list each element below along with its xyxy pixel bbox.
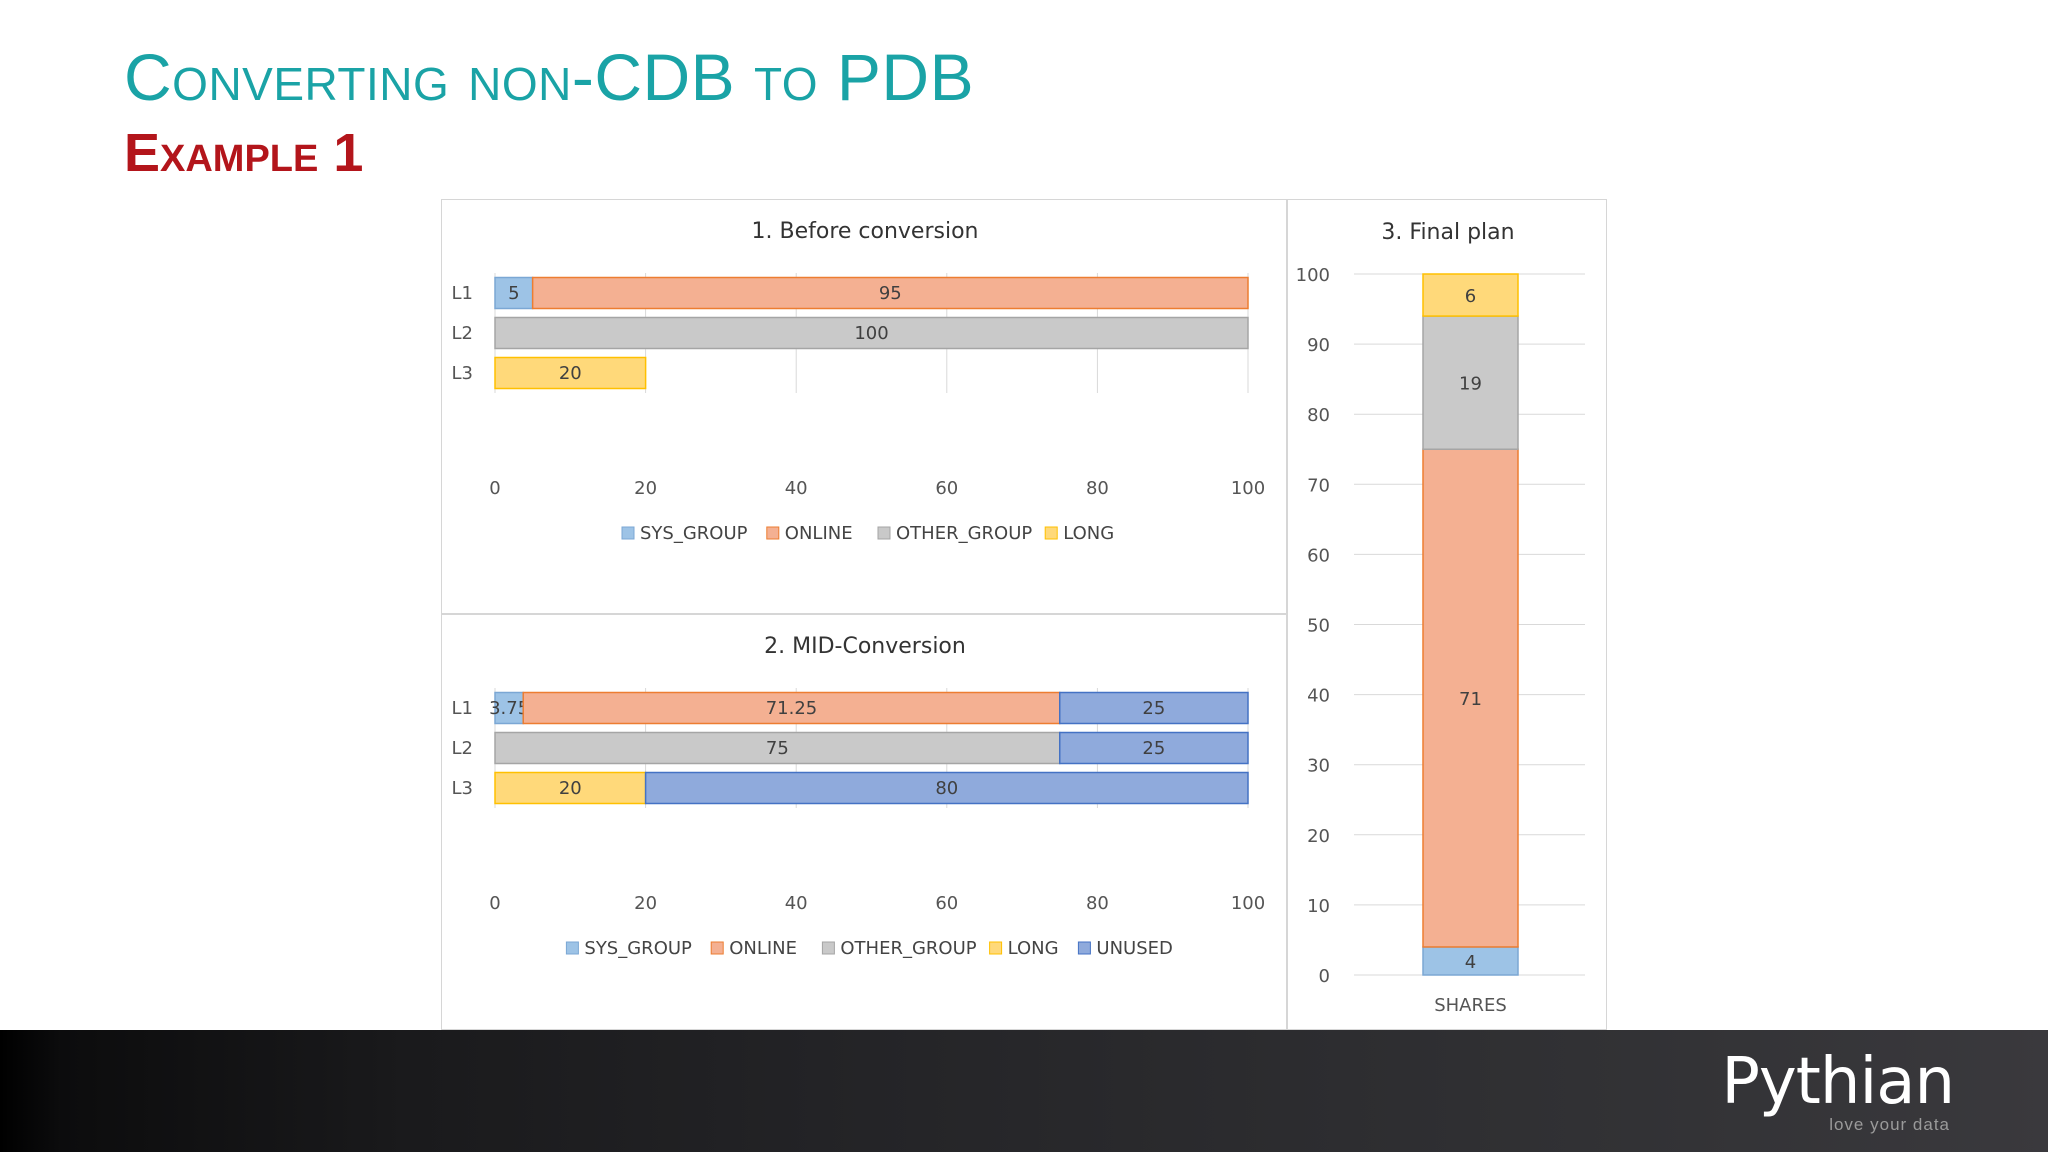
data-label: 71.25 [766, 698, 818, 719]
data-label: 20 [559, 363, 582, 384]
y-tick-label: 50 [1307, 616, 1330, 637]
y-tick-label: 80 [1307, 405, 1330, 426]
chart-mid-conversion-svg: 2. MID-Conversion 0 20 40 60 80 100 L1 3.75 71.25… [452, 634, 1266, 959]
legend-swatch-long [989, 941, 1003, 955]
data-label: 71 [1459, 689, 1482, 710]
bar-l1-sys-group [494, 691, 524, 725]
x-tick-label: 60 [935, 893, 958, 914]
bar-l2-unused [1059, 731, 1249, 765]
legend-swatch-other-group [821, 941, 835, 955]
y-tick-label: 30 [1307, 756, 1330, 777]
chart-final-plan-svg: 3. Final plan 0 10 20 30 40 50 60 70 80 90 100 SHARE… [1296, 220, 1585, 1016]
category-label-shares: SHARES [1434, 995, 1507, 1016]
bar-shares-other-group [1422, 315, 1519, 450]
bar-shares-online [1422, 448, 1519, 948]
bar-l3-long [494, 356, 647, 390]
chart-title: 2. MID-Conversion [764, 634, 966, 659]
legend-item-sys-group: SYS_GROUP [640, 523, 748, 544]
legend-item-long: LONG [1063, 523, 1114, 544]
x-tick-label: 0 [489, 893, 500, 914]
slide-title: Converting non-CDB to PDB [124, 40, 975, 114]
data-label: 20 [559, 778, 582, 799]
data-label: 100 [854, 323, 888, 344]
category-label-l3: L3 [452, 778, 473, 799]
logo-name: Pythian [1721, 1045, 1955, 1119]
legend-swatch-long [1044, 526, 1058, 540]
x-tick-label: 80 [1086, 478, 1109, 499]
y-tick-label: 40 [1307, 686, 1330, 707]
x-tick-label: 60 [935, 478, 958, 499]
category-label-l2: L2 [452, 323, 473, 344]
bar-l1-unused [1059, 691, 1249, 725]
legend-swatch-online [710, 941, 724, 955]
footer-bar: Pythian love your data [0, 1030, 2048, 1152]
legend-item-long: LONG [1008, 938, 1059, 959]
data-label: 4 [1465, 952, 1476, 973]
data-label: 75 [766, 738, 789, 759]
data-label: 95 [879, 283, 902, 304]
bar-l1-online [531, 276, 1249, 310]
x-tick-label: 0 [489, 478, 500, 499]
bar-l3-unused [644, 771, 1249, 805]
data-label: 25 [1142, 698, 1165, 719]
y-tick-label: 100 [1296, 265, 1330, 286]
pythian-logo: Pythian love your data [1721, 1045, 1955, 1134]
x-tick-label: 100 [1231, 478, 1265, 499]
legend-item-other-group: OTHER_GROUP [840, 938, 976, 959]
legend-swatch-other-group [877, 526, 891, 540]
legend-item-other-group: OTHER_GROUP [896, 523, 1032, 544]
y-tick-label: 10 [1307, 896, 1330, 917]
data-label: 25 [1142, 738, 1165, 759]
category-label-l1: L1 [452, 698, 473, 719]
y-tick-label: 20 [1307, 826, 1330, 847]
data-label: 3.75 [489, 698, 529, 719]
data-label: 5 [508, 283, 519, 304]
x-tick-label: 40 [785, 478, 808, 499]
category-label-l2: L2 [452, 738, 473, 759]
logo-tagline: love your data [1829, 1115, 1950, 1134]
legend-swatch-online [766, 526, 780, 540]
bar-shares-sys-group [1422, 946, 1519, 976]
category-label-l1: L1 [452, 283, 473, 304]
data-label: 19 [1459, 374, 1482, 395]
y-tick-label: 60 [1307, 545, 1330, 566]
data-label: 80 [935, 778, 958, 799]
legend-item-online: ONLINE [729, 938, 797, 959]
chart-final-plan: 3. Final plan 0 10 20 30 40 50 60 70 80 90 100 SHARE… [1287, 199, 1607, 1030]
slide-subtitle: Example 1 [124, 123, 364, 183]
legend-item-online: ONLINE [785, 523, 853, 544]
bar-l2-other-group [494, 316, 1249, 350]
x-tick-label: 20 [634, 478, 657, 499]
legend-swatch-sys-group [621, 526, 635, 540]
chart-title: 1. Before conversion [752, 219, 979, 244]
y-tick-label: 70 [1307, 475, 1330, 496]
x-tick-label: 80 [1086, 893, 1109, 914]
x-tick-label: 20 [634, 893, 657, 914]
chart-before-conversion: 1. Before conversion 0 20 40 60 80 100 L1 5 95 L2 1… [441, 199, 1287, 614]
bar-shares-long [1422, 273, 1519, 317]
data-label: 6 [1465, 286, 1476, 307]
bar-l1-sys-group [494, 276, 534, 310]
category-label-l3: L3 [452, 363, 473, 384]
legend-item-unused: UNUSED [1096, 938, 1172, 959]
chart-before-conversion-svg: 1. Before conversion 0 20 40 60 80 100 L1 5 95 L2 1… [452, 219, 1266, 544]
x-tick-label: 40 [785, 893, 808, 914]
x-tick-label: 100 [1231, 893, 1265, 914]
legend-item-sys-group: SYS_GROUP [584, 938, 692, 959]
chart-title: 3. Final plan [1381, 220, 1514, 245]
chart-mid-conversion: 2. MID-Conversion 0 20 40 60 80 100 L1 3.75 71.25… [441, 614, 1287, 1030]
y-tick-label: 0 [1319, 966, 1330, 987]
legend-swatch-unused [1077, 941, 1091, 955]
y-tick-label: 90 [1307, 335, 1330, 356]
legend-swatch-sys-group [565, 941, 579, 955]
